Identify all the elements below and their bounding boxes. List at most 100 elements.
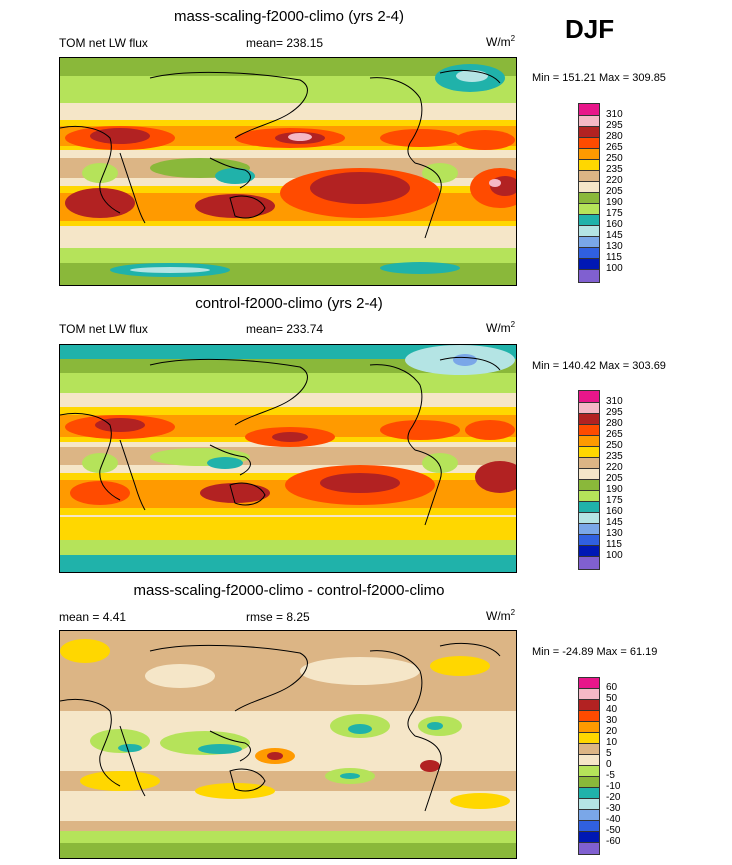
cb3-tick: 60: [606, 682, 618, 693]
cb1-tick: 295: [606, 120, 623, 131]
cb3-swatch: [579, 788, 599, 799]
cb2-swatch: [579, 480, 599, 491]
panel1-minmax: Min = 151.21 Max = 309.85: [532, 72, 666, 84]
panel1-colorbar-ticks: 310 295 280 265 250 235 220 205 190 175 …: [606, 103, 646, 283]
cb3-swatch: [579, 810, 599, 821]
panel1-title: mass-scaling-f2000-climo (yrs 2-4): [173, 8, 405, 25]
cb2-swatch: [579, 535, 599, 546]
cb2-tick: 250: [606, 440, 623, 451]
cb2-tick: 175: [606, 495, 623, 506]
panel3-colorbar: [578, 677, 600, 855]
cb2-swatch: [579, 425, 599, 436]
cb2-tick: 145: [606, 517, 623, 528]
cb1-tick: 250: [606, 153, 623, 164]
cb3-swatch: [579, 821, 599, 832]
cb2-swatch: [579, 502, 599, 513]
cb1-tick: 100: [606, 263, 623, 274]
cb2-swatch: [579, 403, 599, 414]
cb2-swatch: [579, 447, 599, 458]
cb2-swatch: [579, 557, 599, 569]
cb3-swatch: [579, 799, 599, 810]
panel2-mean-label: mean= 233.74: [246, 322, 324, 336]
season-label: DJF: [565, 14, 615, 44]
cb1-tick: 205: [606, 186, 623, 197]
cb3-tick: -20: [606, 792, 621, 803]
cb3-swatch: [579, 678, 599, 689]
cb2-swatch: [579, 491, 599, 502]
cb2-tick: 160: [606, 506, 623, 517]
cb2-tick: 295: [606, 407, 623, 418]
cb2-swatch: [579, 513, 599, 524]
cb3-tick: 0: [606, 759, 612, 770]
cb2-tick: 235: [606, 451, 623, 462]
panel2-map-field: [60, 345, 516, 572]
cb3-swatch: [579, 744, 599, 755]
panel3-mean-label: mean = 4.41: [59, 610, 127, 624]
panel1-mean-label: mean= 238.15: [246, 36, 324, 50]
panel1-units: W/m2: [486, 34, 516, 49]
cb3-swatch: [579, 755, 599, 766]
cb1-tick: 130: [606, 241, 623, 252]
cb3-tick: 30: [606, 715, 618, 726]
panel3-units: W/m2: [486, 608, 516, 623]
panel3-rmse-label: rmse = 8.25: [246, 610, 310, 624]
panel1-colorbar: [578, 103, 600, 283]
panel2-minmax: Min = 140.42 Max = 303.69: [532, 360, 666, 372]
cb3-swatch: [579, 766, 599, 777]
panel2-colorbar-ticks: 310 295 280 265 250 235 220 205 190 175 …: [606, 390, 646, 570]
cb1-tick: 175: [606, 208, 623, 219]
panel2-title: control-f2000-climo (yrs 2-4): [195, 295, 383, 312]
cb1-swatch: [579, 149, 599, 160]
cb3-tick: 20: [606, 726, 618, 737]
cb3-tick: -5: [606, 770, 615, 781]
cb1-tick: 145: [606, 230, 623, 241]
panel1-variable-label: TOM net LW flux: [59, 36, 148, 50]
cb2-tick: 115: [606, 539, 622, 550]
cb3-swatch: [579, 733, 599, 744]
cb3-swatch: [579, 843, 599, 854]
cb3-tick: 10: [606, 737, 618, 748]
cb1-swatch: [579, 204, 599, 215]
cb1-tick: 265: [606, 142, 623, 153]
cb2-swatch: [579, 414, 599, 425]
cb2-swatch: [579, 524, 599, 535]
cb3-swatch: [579, 689, 599, 700]
cb2-tick: 310: [606, 396, 623, 407]
cb3-tick: -60: [606, 836, 621, 847]
cb3-swatch: [579, 832, 599, 843]
panel3-title: mass-scaling-f2000-climo - control-f2000…: [133, 582, 445, 599]
cb1-swatch: [579, 226, 599, 237]
cb1-swatch: [579, 160, 599, 171]
panel2-units: W/m2: [486, 320, 516, 335]
cb1-swatch: [579, 171, 599, 182]
cb3-swatch: [579, 722, 599, 733]
cb2-swatch: [579, 436, 599, 447]
cb1-swatch: [579, 104, 599, 116]
panel3-map: [59, 630, 517, 859]
cb2-swatch: [579, 391, 599, 403]
cb3-tick: 5: [606, 748, 612, 759]
cb1-tick: 220: [606, 175, 623, 186]
cb1-tick: 190: [606, 197, 623, 208]
cb1-tick: 115: [606, 252, 622, 263]
cb1-swatch: [579, 248, 599, 259]
cb3-tick: -10: [606, 781, 621, 792]
cb2-tick: 130: [606, 528, 623, 539]
panel2-colorbar: [578, 390, 600, 570]
cb1-swatch: [579, 127, 599, 138]
cb2-tick: 100: [606, 550, 623, 561]
panel3-colorbar-ticks: 60 50 40 30 20 10 5 0 -5 -10 -20 -30 -40…: [606, 677, 646, 855]
cb1-swatch: [579, 138, 599, 149]
cb1-tick: 280: [606, 131, 623, 142]
cb1-swatch: [579, 182, 599, 193]
cb3-swatch: [579, 700, 599, 711]
cb1-swatch: [579, 270, 599, 282]
cb1-tick: 235: [606, 164, 623, 175]
cb2-tick: 280: [606, 418, 623, 429]
cb2-tick: 205: [606, 473, 623, 484]
cb2-swatch: [579, 546, 599, 557]
panel1-map: [59, 57, 517, 286]
panel3-map-field: [60, 631, 516, 858]
cb2-tick: 265: [606, 429, 623, 440]
cb1-swatch: [579, 237, 599, 248]
